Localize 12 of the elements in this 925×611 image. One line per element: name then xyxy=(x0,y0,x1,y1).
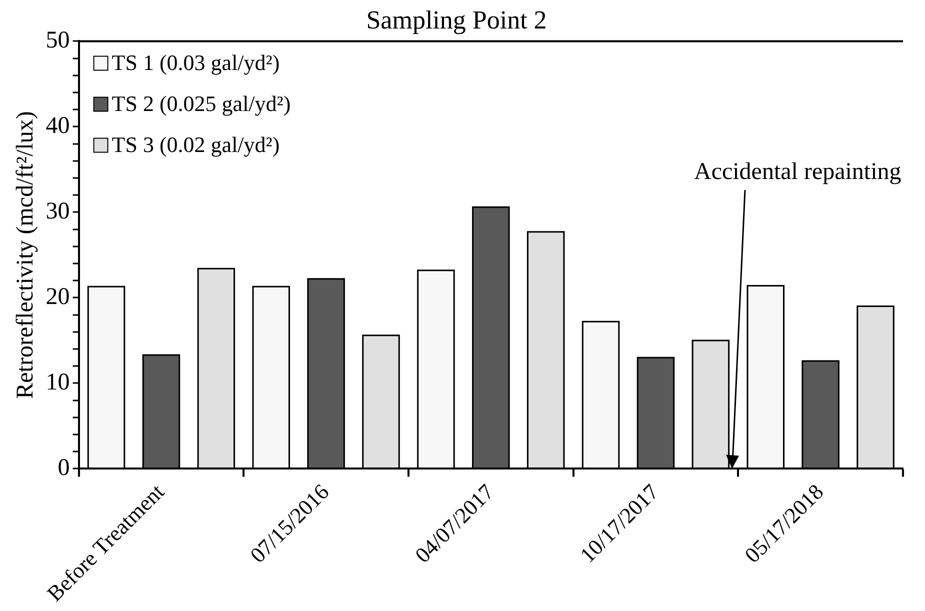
legend-label: TS 3 (0.02 gal/yd²) xyxy=(112,132,280,157)
y-tick-label: 40 xyxy=(46,113,70,140)
y-tick-label: 50 xyxy=(46,27,70,54)
y-tick-label: 20 xyxy=(46,284,70,310)
y-tick-label: 0 xyxy=(58,455,70,482)
legend-label: TS 2 (0.025 gal/yd²) xyxy=(112,90,291,116)
chart-title: Sampling Point 2 xyxy=(366,5,547,34)
legend-label: TS 1 (0.03 gal/yd²) xyxy=(112,50,280,75)
y-tick-label: 30 xyxy=(46,198,70,225)
annotation: Accidental repainting xyxy=(694,159,902,186)
y-axis-title: Retroreflectivity (mcd/ft²/lux) xyxy=(12,111,39,399)
y-tick-label: 10 xyxy=(46,370,70,396)
